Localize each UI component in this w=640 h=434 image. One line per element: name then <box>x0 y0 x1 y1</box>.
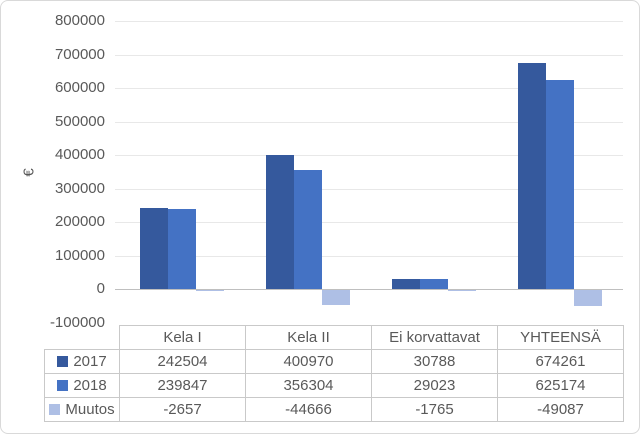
gridline <box>115 155 623 156</box>
y-axis-tick-label: 800000 <box>54 12 105 29</box>
legend-label: Muutos <box>65 401 115 418</box>
gridline <box>115 88 623 89</box>
table-row: Muutos -2657 -44666 -1765 -49087 <box>44 397 624 422</box>
table-header-cell: Kela I <box>119 325 246 350</box>
legend-swatch-icon <box>57 380 69 391</box>
bar-2018-ei-korvattavat <box>420 279 448 289</box>
table-value-cell: 239847 <box>119 373 246 398</box>
bar-muutos-ei-korvattavat <box>448 290 476 291</box>
y-axis-tick-label: 0 <box>96 280 105 297</box>
bar-2018-kela-i <box>168 209 196 289</box>
legend-cell: 2018 <box>44 373 120 398</box>
table-row: 2018 239847 356304 29023 625174 <box>44 373 624 398</box>
legend-swatch-icon <box>57 356 69 367</box>
table-value-cell: 30788 <box>371 349 498 374</box>
y-axis-tick-label: 300000 <box>54 180 105 197</box>
table-value-cell: 29023 <box>371 373 498 398</box>
gridline <box>115 189 623 190</box>
table-value-cell: -44666 <box>245 397 372 422</box>
legend-label: 2017 <box>73 353 107 370</box>
gridline <box>115 122 623 123</box>
legend-label: 2018 <box>73 377 107 394</box>
gridline <box>115 55 623 56</box>
gridline <box>115 222 623 223</box>
table-value-cell: -49087 <box>497 397 624 422</box>
y-axis-tick-label: 400000 <box>54 146 105 163</box>
table-value-cell: 356304 <box>245 373 372 398</box>
table-value-cell: -2657 <box>119 397 246 422</box>
y-axis-tick-label: 600000 <box>54 79 105 96</box>
table-value-cell: 625174 <box>497 373 624 398</box>
bar-muutos-kela-i <box>196 290 224 291</box>
bar-muutos-yhteens- <box>574 290 602 306</box>
bar-2017-yhteens- <box>518 63 546 289</box>
y-axis-tick-label: 700000 <box>54 46 105 63</box>
legend-cell: 2017 <box>44 349 120 374</box>
y-axis-tick-label: 200000 <box>54 213 105 230</box>
y-axis-tick-label: -100000 <box>49 314 105 331</box>
x-axis-line <box>115 289 623 290</box>
table-row: 2017 242504 400970 30788 674261 <box>44 349 624 374</box>
y-axis-tick-label: 500000 <box>54 113 105 130</box>
y-axis-tick-label: 100000 <box>54 247 105 264</box>
bar-muutos-kela-ii <box>322 290 350 305</box>
bar-2018-kela-ii <box>294 170 322 289</box>
table-value-cell: -1765 <box>371 397 498 422</box>
legend-swatch-icon <box>49 404 61 415</box>
bar-2017-kela-ii <box>266 155 294 289</box>
bar-2017-kela-i <box>140 208 168 289</box>
bar-2018-yhteens- <box>546 80 574 289</box>
table-value-cell: 400970 <box>245 349 372 374</box>
table-header-cell: Ei korvattavat <box>371 325 498 350</box>
gridline <box>115 256 623 257</box>
table-header-cell: YHTEENSÄ <box>497 325 624 350</box>
table-value-cell: 242504 <box>119 349 246 374</box>
table-header-cell: Kela II <box>245 325 372 350</box>
legend-cell: Muutos <box>44 397 120 422</box>
chart-data-table: Kela I Kela II Ei korvattavat YHTEENSÄ 2017 2… <box>44 325 624 422</box>
table-value-cell: 674261 <box>497 349 624 374</box>
table-corner-cell <box>45 326 120 350</box>
bar-2017-ei-korvattavat <box>392 279 420 289</box>
gridline <box>115 21 623 22</box>
